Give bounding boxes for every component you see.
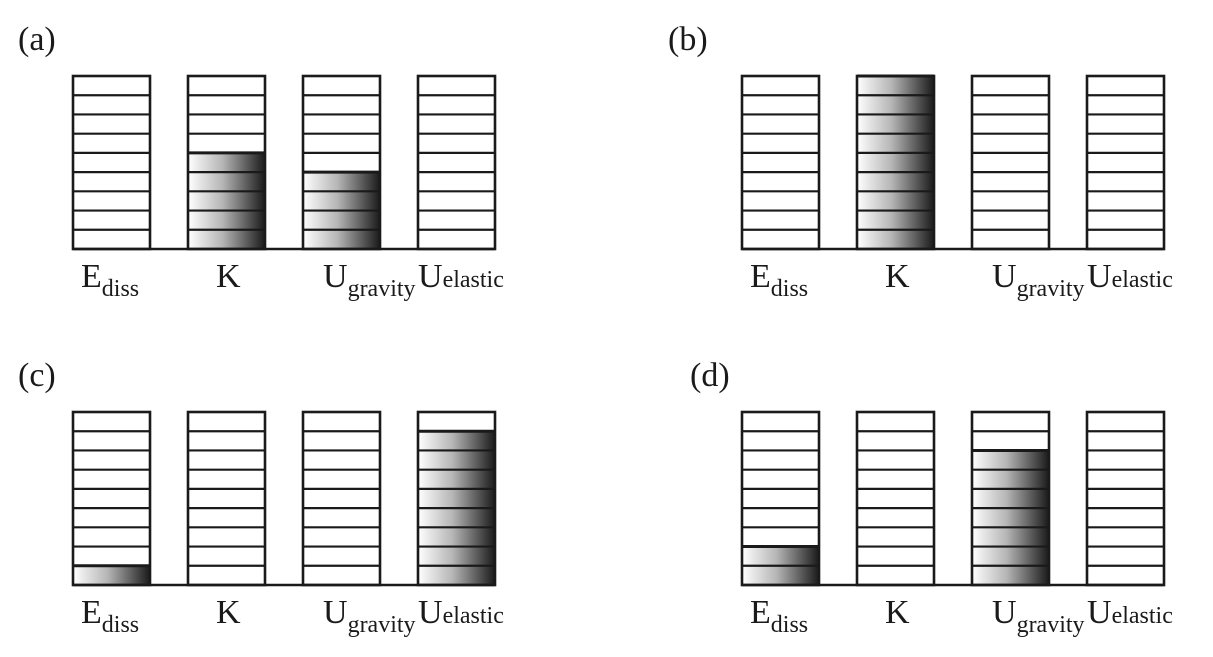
bar-label-suffix: elastic — [443, 603, 504, 629]
bar-frame — [416, 74, 497, 251]
bar-label-main: U — [418, 258, 443, 295]
bar-label-subscript: diss — [102, 276, 139, 302]
bar-uelastic: Uelastic — [416, 74, 504, 295]
bar-label: Ugravity — [323, 594, 416, 638]
bar-label: Ugravity — [992, 594, 1085, 638]
panel-b: (b) Ediss K Ugravity Uelastic — [668, 21, 1173, 302]
bar-u-gravity: Ugravity — [301, 74, 416, 302]
bar-label-main: U — [323, 594, 348, 631]
bar-label: Ugravity — [323, 258, 416, 302]
bar-label-main: U — [992, 258, 1017, 295]
bar-u-gravity: Ugravity — [970, 410, 1085, 638]
bar-frame — [71, 74, 152, 251]
panel-label: (a) — [18, 21, 56, 58]
bar-label-main: E — [750, 258, 771, 295]
bar-fill — [188, 152, 265, 249]
bar-label-main: U — [992, 594, 1017, 631]
bar-k: K — [186, 74, 267, 295]
bar-k: K — [855, 74, 936, 295]
bar-frame — [740, 74, 821, 251]
bar-frame — [301, 410, 382, 587]
bar-frame — [970, 74, 1051, 251]
panel-label: (d) — [690, 357, 730, 394]
bar-label-subscript: diss — [771, 276, 808, 302]
bar-fill — [73, 565, 150, 585]
bar-label: Uelastic — [1087, 594, 1173, 631]
bar-label: Uelastic — [418, 258, 504, 295]
bar-label: Ugravity — [992, 258, 1085, 302]
bar-label-main: E — [81, 258, 102, 295]
bar-label: Uelastic — [1087, 258, 1173, 295]
bar-u-gravity: Ugravity — [970, 74, 1085, 302]
bar-uelastic: Uelastic — [1085, 74, 1173, 295]
bar-e-diss: Ediss — [740, 74, 821, 302]
bar-label-main: K — [216, 258, 241, 295]
bar-frame — [1085, 74, 1166, 251]
bar-label-subscript: gravity — [348, 612, 416, 638]
bar-label: Uelastic — [418, 594, 504, 631]
bar-label-main: U — [1087, 594, 1112, 631]
bar-e-diss: Ediss — [71, 410, 152, 638]
bar-label: Ediss — [750, 258, 808, 302]
bar-label-main: E — [750, 594, 771, 631]
bar-u-gravity: Ugravity — [301, 410, 416, 638]
bar-frame — [1085, 410, 1166, 587]
bar-label: K — [885, 258, 910, 295]
bar-k: K — [855, 410, 936, 631]
bar-label: Ediss — [750, 594, 808, 638]
bar-uelastic: Uelastic — [1085, 410, 1173, 631]
bar-label-main: K — [885, 258, 910, 295]
bar-label-main: U — [323, 258, 348, 295]
bar-label-subscript: diss — [771, 612, 808, 638]
bar-uelastic: Uelastic — [416, 410, 504, 631]
bar-label-main: K — [885, 594, 910, 631]
bar-label-subscript: gravity — [348, 276, 416, 302]
panel-c: (c) Ediss K Ugravity Uelastic — [18, 357, 504, 638]
bar-fill — [972, 450, 1049, 585]
bar-label: Ediss — [81, 594, 139, 638]
bar-label-subscript: diss — [102, 612, 139, 638]
bar-label-suffix: elastic — [1112, 267, 1173, 293]
bar-label-main: K — [216, 594, 241, 631]
bar-label-suffix: elastic — [1112, 603, 1173, 629]
bar-label-main: U — [1087, 258, 1112, 295]
bar-label: K — [885, 594, 910, 631]
bar-frame — [855, 410, 936, 587]
panel-label: (b) — [668, 21, 708, 58]
bar-frame — [186, 410, 267, 587]
bar-label-subscript: gravity — [1017, 276, 1085, 302]
panel-d: (d) Ediss K Ugravity Uelastic — [690, 357, 1173, 638]
panel-label: (c) — [18, 357, 56, 394]
bar-frame — [71, 410, 152, 587]
bar-label: K — [216, 594, 241, 631]
bar-label-subscript: gravity — [1017, 612, 1085, 638]
bar-label-main: U — [418, 594, 443, 631]
bar-fill — [857, 76, 934, 249]
bar-label: Ediss — [81, 258, 139, 302]
bar-label-suffix: elastic — [443, 267, 504, 293]
panel-a: (a) Ediss K Ugravity Uelastic — [18, 21, 504, 302]
bar-e-diss: Ediss — [71, 74, 152, 302]
bar-label: K — [216, 258, 241, 295]
bar-k: K — [186, 410, 267, 631]
bar-label-main: E — [81, 594, 102, 631]
bar-e-diss: Ediss — [740, 410, 821, 638]
